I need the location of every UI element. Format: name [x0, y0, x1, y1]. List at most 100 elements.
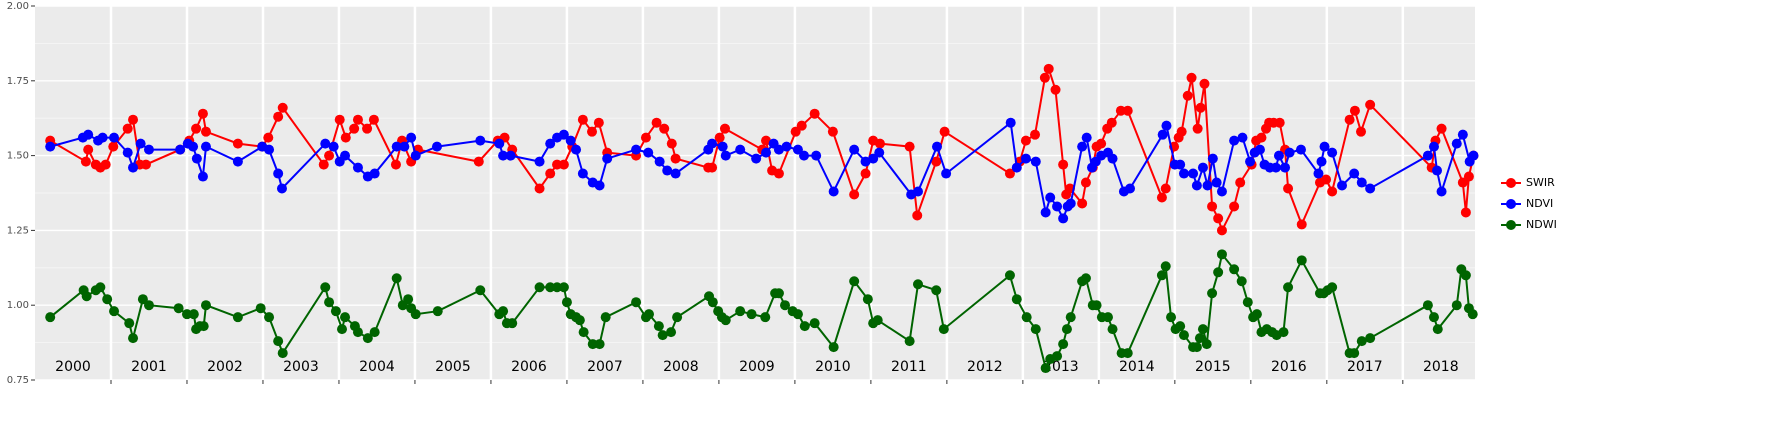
data-point [773, 288, 784, 299]
period-label: 2006 [511, 359, 547, 375]
data-point [432, 306, 443, 317]
data-point [505, 150, 516, 161]
data-point [1460, 270, 1471, 281]
data-point [1337, 180, 1348, 191]
data-point [849, 144, 860, 155]
data-point [80, 156, 91, 167]
data-point [191, 153, 202, 164]
data-point [1166, 312, 1177, 323]
data-point [1274, 117, 1285, 128]
series [45, 249, 1478, 374]
data-point [320, 282, 331, 293]
data-point [1245, 156, 1256, 167]
data-point [1197, 162, 1208, 173]
data-point [860, 168, 871, 179]
data-point [507, 318, 518, 329]
data-point [653, 321, 664, 332]
y-tick-label: 1.75 [7, 76, 29, 87]
data-point [773, 168, 784, 179]
period-label: 2008 [663, 359, 699, 375]
data-point [1436, 186, 1447, 197]
data-point [1451, 138, 1462, 149]
data-point [1356, 177, 1367, 188]
data-point [1316, 156, 1327, 167]
data-point [135, 138, 146, 149]
data-point [324, 150, 335, 161]
period-label: 2012 [967, 359, 1003, 375]
data-point [1216, 225, 1227, 236]
data-point [565, 135, 576, 146]
period-label: 2003 [283, 359, 319, 375]
data-point [1451, 300, 1462, 311]
data-point [654, 156, 665, 167]
data-point [390, 159, 401, 170]
data-point [1254, 144, 1265, 155]
data-point [1327, 282, 1338, 293]
data-point [277, 348, 288, 359]
data-point [1077, 141, 1088, 152]
data-point [391, 141, 402, 152]
period-label: 2005 [435, 359, 471, 375]
y-tick-label: 1.00 [7, 300, 29, 311]
data-point [1229, 264, 1240, 275]
data-point [391, 273, 402, 284]
data-point [1160, 183, 1171, 194]
data-point [672, 312, 683, 323]
data-point [670, 153, 681, 164]
data-point [197, 171, 208, 182]
data-point [232, 312, 243, 323]
data-point [473, 156, 484, 167]
data-point [1365, 99, 1376, 110]
data-point [232, 138, 243, 149]
data-point [1156, 192, 1167, 203]
data-point [122, 147, 133, 158]
data-point [264, 144, 275, 155]
data-point [1280, 162, 1291, 173]
data-point [362, 123, 373, 134]
data-point [1202, 180, 1213, 191]
data-point [577, 168, 588, 179]
data-point [643, 309, 654, 320]
period-label: 2009 [739, 359, 775, 375]
data-point [122, 123, 133, 134]
data-point [1428, 141, 1439, 152]
data-point [1011, 294, 1022, 305]
data-point [1436, 123, 1447, 134]
data-point [1296, 219, 1307, 230]
data-point [1199, 78, 1210, 89]
data-point [1176, 126, 1187, 137]
data-point [140, 159, 151, 170]
data-point [340, 312, 351, 323]
data-point [273, 336, 284, 347]
data-point [1283, 183, 1294, 194]
data-point [1349, 348, 1360, 359]
data-point [1021, 312, 1032, 323]
data-point [912, 279, 923, 290]
data-point [809, 318, 820, 329]
data-point [431, 141, 442, 152]
data-point [1319, 141, 1330, 152]
data-point [198, 321, 209, 332]
data-point [173, 303, 184, 314]
data-point [1251, 309, 1262, 320]
data-point [1194, 333, 1205, 344]
data-point [860, 156, 871, 167]
data-point [1188, 168, 1199, 179]
data-point [1107, 153, 1118, 164]
period-label: 2000 [55, 359, 91, 375]
period-label: 2004 [359, 359, 395, 375]
data-point [751, 153, 762, 164]
data-point [273, 111, 284, 122]
data-point [128, 333, 139, 344]
series [45, 63, 1479, 236]
data-point [809, 108, 820, 119]
data-point [670, 168, 681, 179]
data-point [45, 141, 56, 152]
data-point [875, 138, 886, 149]
data-point [1321, 174, 1332, 185]
data-point [188, 309, 199, 320]
data-point [188, 141, 199, 152]
data-point [1020, 153, 1031, 164]
data-point [657, 330, 668, 341]
data-point [255, 303, 266, 314]
